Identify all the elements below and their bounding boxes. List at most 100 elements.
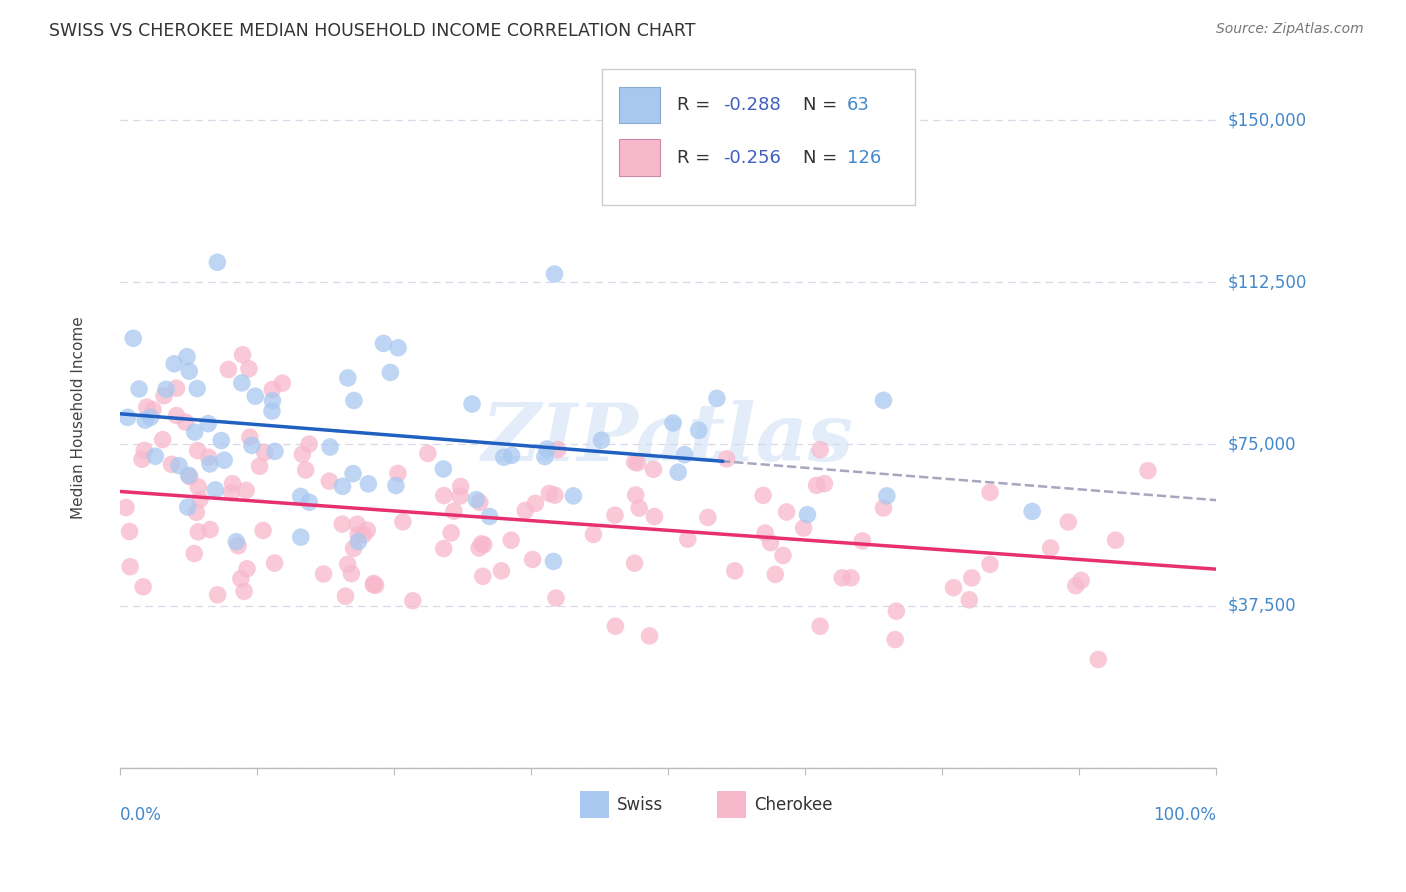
Point <box>373 336 395 351</box>
Point <box>298 437 321 451</box>
Point <box>264 444 287 458</box>
Point <box>793 521 815 535</box>
Point <box>449 489 471 503</box>
Point <box>217 362 239 376</box>
Point <box>1039 541 1062 555</box>
Point <box>501 533 523 548</box>
Text: Source: ZipAtlas.com: Source: ZipAtlas.com <box>1216 22 1364 37</box>
Point <box>433 489 456 503</box>
Point <box>142 402 165 417</box>
Point <box>831 571 853 585</box>
Point <box>872 501 894 516</box>
Point <box>336 371 359 385</box>
Point <box>1021 504 1043 518</box>
Point <box>443 504 465 518</box>
Point <box>134 413 156 427</box>
Point <box>450 479 472 493</box>
Point <box>239 430 262 444</box>
Point <box>591 434 613 448</box>
Point <box>806 478 828 492</box>
Point <box>188 492 211 507</box>
Point <box>153 389 176 403</box>
Point <box>562 489 585 503</box>
Point <box>543 554 565 568</box>
Point <box>232 348 254 362</box>
Point <box>886 604 908 618</box>
Point <box>347 527 370 541</box>
Text: 126: 126 <box>846 149 882 167</box>
Point <box>1070 574 1092 588</box>
Point <box>340 566 363 581</box>
Point <box>673 448 696 462</box>
Point <box>440 525 463 540</box>
Point <box>624 488 647 502</box>
Point <box>204 483 226 497</box>
Text: R =: R = <box>676 149 714 167</box>
Point <box>626 456 648 470</box>
Point <box>152 433 174 447</box>
Point <box>643 509 665 524</box>
Point <box>623 455 645 469</box>
Point <box>353 527 375 541</box>
Point <box>1064 579 1087 593</box>
Point <box>221 485 243 500</box>
Point <box>245 389 267 403</box>
Point <box>197 450 219 465</box>
Point <box>471 569 494 583</box>
FancyBboxPatch shape <box>717 791 747 818</box>
Point <box>122 331 145 345</box>
Point <box>262 393 284 408</box>
Point <box>342 541 364 556</box>
Point <box>177 468 200 483</box>
Point <box>357 476 380 491</box>
Point <box>332 479 354 493</box>
Point <box>772 549 794 563</box>
Point <box>547 442 569 457</box>
Point <box>291 447 314 461</box>
Point <box>1057 515 1080 529</box>
Point <box>960 571 983 585</box>
Point <box>263 556 285 570</box>
Text: SWISS VS CHEROKEE MEDIAN HOUSEHOLD INCOME CORRELATION CHART: SWISS VS CHEROKEE MEDIAN HOUSEHOLD INCOM… <box>49 22 696 40</box>
Text: $37,500: $37,500 <box>1227 597 1296 615</box>
Point <box>387 341 409 355</box>
Point <box>197 417 219 431</box>
Point <box>472 538 495 552</box>
Point <box>167 458 190 473</box>
Point <box>262 383 284 397</box>
Point <box>524 496 547 510</box>
Point <box>186 382 208 396</box>
Point <box>432 462 454 476</box>
Point <box>312 566 335 581</box>
Point <box>187 524 209 539</box>
Point <box>115 500 138 515</box>
Point <box>515 503 537 517</box>
Point <box>979 485 1001 500</box>
Point <box>139 410 162 425</box>
Point <box>468 541 491 555</box>
Point <box>135 400 157 414</box>
Point <box>160 458 183 472</box>
Point <box>179 364 201 378</box>
Point <box>187 480 209 494</box>
Point <box>544 488 567 502</box>
Point <box>808 442 831 457</box>
Point <box>207 255 229 269</box>
Point <box>183 547 205 561</box>
Point <box>724 564 747 578</box>
Point <box>884 632 907 647</box>
Point <box>343 393 366 408</box>
Point <box>380 366 402 380</box>
Point <box>775 505 797 519</box>
Point <box>471 537 494 551</box>
Point <box>763 567 786 582</box>
Point <box>796 508 818 522</box>
Point <box>759 535 782 549</box>
Point <box>318 474 340 488</box>
Point <box>536 442 558 456</box>
Point <box>363 577 385 591</box>
FancyBboxPatch shape <box>619 87 661 123</box>
Point <box>236 562 259 576</box>
Point <box>235 483 257 498</box>
Text: Median Household Income: Median Household Income <box>70 317 86 519</box>
